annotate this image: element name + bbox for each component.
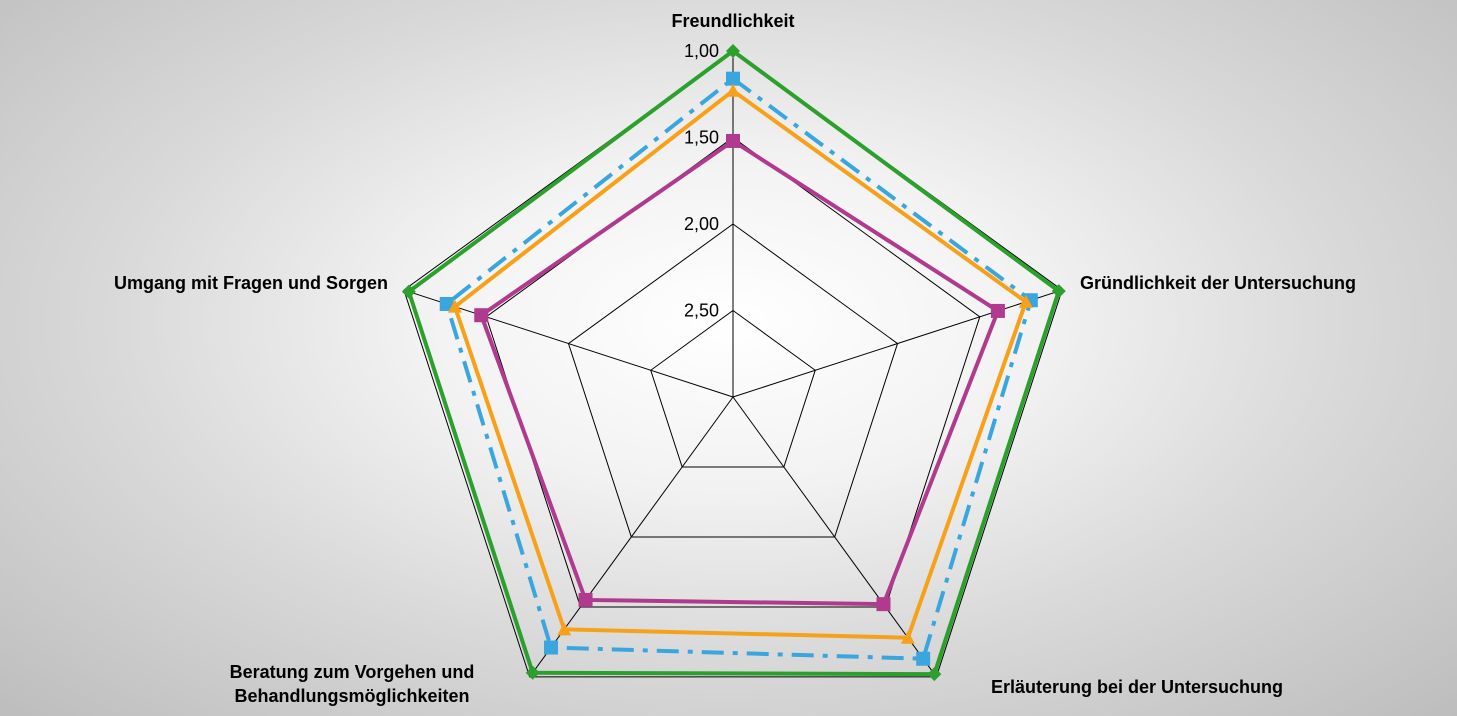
series-marker-4 [876,597,891,612]
axis-label-line: Behandlungsmöglichkeiten [234,686,469,706]
axis-label-1: Freundlichkeit [671,11,794,31]
grid-ring [403,50,1063,678]
axis-label-5: Umgang mit Fragen und Sorgen [114,273,388,293]
axis-label-line: Erläuterung bei der Untersuchung [991,677,1283,697]
grid-ring [567,223,899,538]
axis-label-3: Erläuterung bei der Untersuchung [991,677,1283,697]
series-marker-4 [474,308,489,323]
grid-ring [650,309,816,468]
series-marker-3 [900,630,915,644]
axis-label-line: Gründlichkeit der Untersuchung [1080,273,1356,293]
series-marker-2 [916,651,931,666]
series-marker-4 [578,592,593,607]
grid-ring [485,136,981,608]
axis-label-4: Beratung zum Vorgehen und Behandlungsmögl… [230,662,475,706]
series-marker-2 [439,296,454,311]
axis-label-line: Freundlichkeit [671,11,794,31]
series-marker-1 [401,284,416,299]
grid [403,50,1063,678]
series-marker-2 [726,71,740,86]
series-marker-1 [726,44,740,58]
tick-labels: 1,00 1,50 2,00 2,50 [684,41,719,321]
grid-spoke [732,289,1063,398]
series-marker-1 [927,667,942,682]
series-marker-3 [447,299,462,313]
series-marker-1 [1051,284,1066,299]
series-layer [401,44,1066,682]
grid-spoke [732,396,937,678]
series-marker-2 [543,640,558,655]
series-marker-4 [726,133,740,148]
axis-label-2: Gründlichkeit der Untersuchung [1080,273,1356,293]
series-marker-3 [726,83,740,97]
series-line-2 [444,76,1034,661]
tick-label: 2,50 [684,301,719,321]
axis-label-line: Umgang mit Fragen und Sorgen [114,273,388,293]
series-marker-3 [1018,294,1033,308]
tick-label: 1,50 [684,128,719,148]
series-line-4 [478,138,1001,607]
tick-label: 2,00 [684,214,719,234]
tick-label: 1,00 [684,41,719,61]
series-marker-1 [525,665,540,680]
axis-label-line: Beratung zum Vorgehen und [230,662,475,682]
series-marker-3 [557,622,572,636]
series-marker-4 [990,303,1005,318]
axis-labels: Freundlichkeit Gründlichkeit der Untersuc… [114,11,1356,706]
series-line-1 [406,48,1062,677]
series-line-3 [452,88,1029,640]
